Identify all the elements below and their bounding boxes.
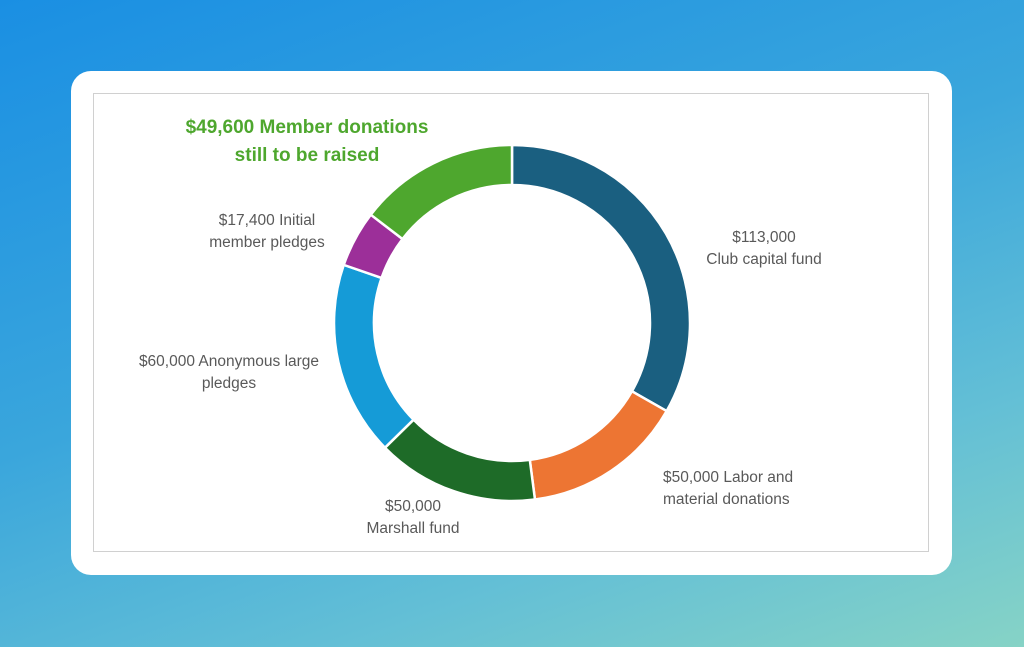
- data-label-anonymous: $60,000 Anonymous large pledges: [119, 351, 339, 395]
- label-text: still to be raised: [234, 145, 380, 166]
- label-text: member pledges: [209, 234, 325, 251]
- label-value: $50,000: [384, 498, 442, 515]
- donut-chart: [332, 143, 692, 503]
- label-text: Marshall fund: [366, 520, 460, 537]
- label-value: $60,000 Anonymous large: [138, 353, 320, 370]
- label-text: pledges: [201, 375, 257, 392]
- label-text: material donations: [663, 491, 790, 508]
- label-text: Club capital fund: [706, 251, 822, 268]
- label-value: $49,600 Member donations: [185, 117, 429, 138]
- label-value: $50,000 Labor and: [663, 469, 794, 486]
- data-label-club-capital: $113,000 Club capital fund: [684, 227, 844, 271]
- donut-slice-member-donations-still-to-be-raised: [368, 143, 514, 241]
- chart-card: $113,000 Club capital fund $50,000 Labor…: [71, 71, 952, 575]
- data-label-initial-pledges: $17,400 Initial member pledges: [187, 210, 347, 254]
- chart-area: [93, 93, 929, 552]
- label-value: $113,000: [732, 229, 796, 246]
- donut-slice-labor-and-material-donations: [528, 389, 669, 501]
- donut-slice-marshall-fund: [383, 417, 537, 503]
- donut-slice-anonymous-large-pledges: [332, 263, 416, 450]
- label-value: $17,400 Initial: [218, 212, 316, 229]
- data-label-still-to-raise: $49,600 Member donations still to be rai…: [157, 114, 457, 170]
- donut-slice-club-capital-fund: [510, 143, 692, 413]
- data-label-marshall: $50,000 Marshall fund: [333, 496, 493, 540]
- data-label-labor: $50,000 Labor and material donations: [663, 467, 793, 511]
